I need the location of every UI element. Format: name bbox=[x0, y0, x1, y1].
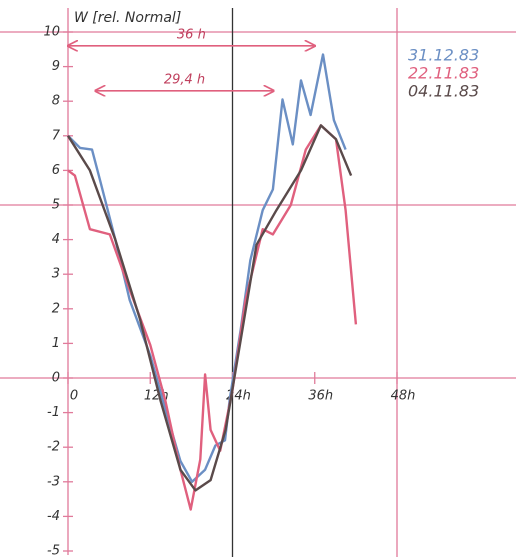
series-line bbox=[66, 124, 353, 492]
annotation-text: 29,4 h bbox=[164, 72, 205, 87]
x-tick-label: 36h bbox=[308, 389, 333, 404]
y-axis-label: W [rel. Normal] bbox=[74, 10, 181, 26]
y-tick-label: 2 bbox=[52, 301, 60, 316]
y-tick-label: -1 bbox=[47, 405, 60, 420]
x-tick-label: 48h bbox=[391, 389, 416, 404]
series-line bbox=[67, 53, 347, 483]
y-tick-label: 10 bbox=[43, 25, 60, 40]
legend-label: 31.12.83 bbox=[408, 46, 479, 65]
legend-label: 04.11.83 bbox=[408, 82, 479, 101]
y-tick-label: 9 bbox=[52, 59, 60, 74]
legend-label: 22.11.83 bbox=[408, 64, 479, 83]
x-tick-label: 0 bbox=[70, 389, 78, 404]
y-tick-label: 5 bbox=[52, 198, 60, 213]
annotation-text: 36 h bbox=[177, 27, 206, 42]
y-tick-label: 3 bbox=[52, 267, 60, 282]
y-tick-label: 4 bbox=[52, 232, 60, 247]
y-tick-label: -3 bbox=[47, 474, 60, 489]
y-tick-label: 1 bbox=[52, 336, 60, 351]
y-tick-label: 0 bbox=[52, 371, 60, 386]
y-tick-label: 8 bbox=[52, 94, 60, 109]
y-tick-label: 7 bbox=[52, 128, 61, 143]
series-line bbox=[67, 124, 358, 511]
y-tick-label: -2 bbox=[47, 440, 60, 455]
y-tick-label: -4 bbox=[47, 509, 60, 524]
y-tick-label: -5 bbox=[47, 544, 60, 557]
y-tick-label: 6 bbox=[52, 163, 60, 178]
